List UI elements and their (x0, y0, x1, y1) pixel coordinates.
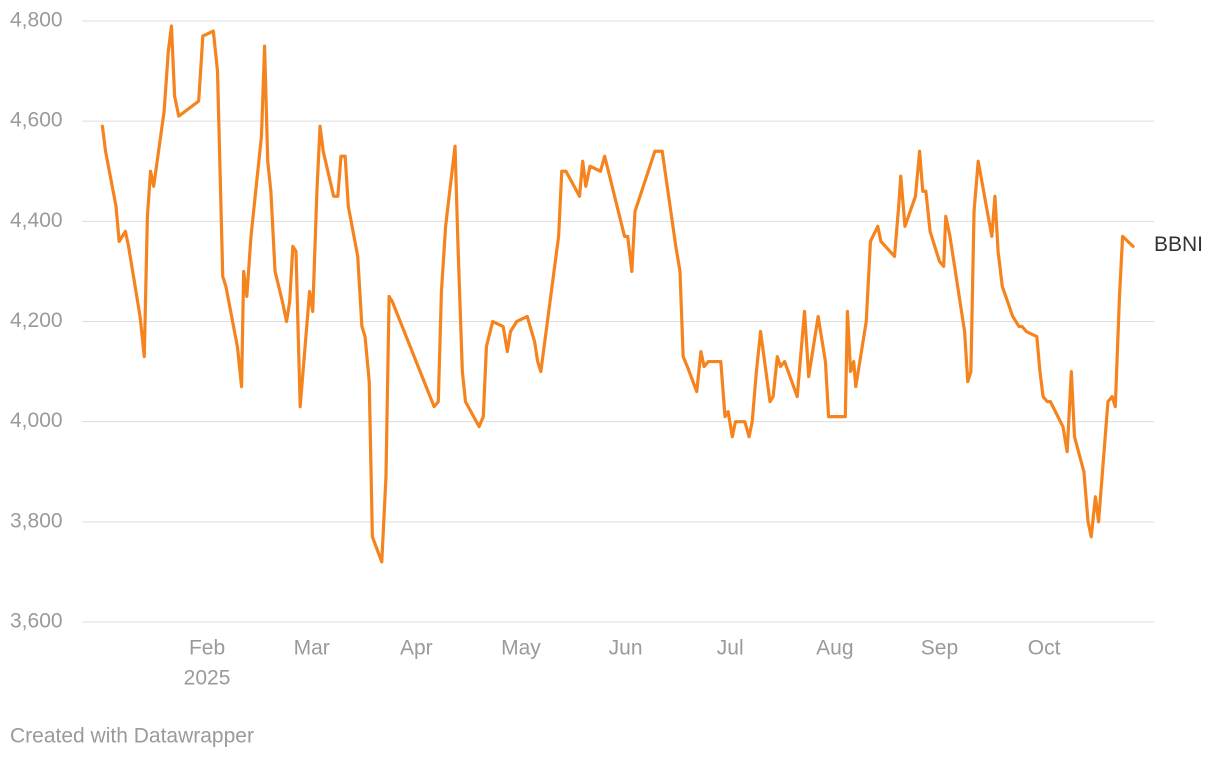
x-tick-label: Jun (609, 637, 643, 660)
y-tick-label: 3,600 (10, 610, 63, 633)
x-tick-label: Feb (189, 637, 225, 660)
y-tick-label: 4,400 (10, 209, 63, 232)
x-tick-label: Apr (400, 637, 433, 660)
x-tick-label: May (501, 637, 541, 660)
x-tick-label: Oct (1028, 637, 1061, 660)
y-tick-label: 4,200 (10, 309, 63, 332)
x-tick-label: Aug (816, 637, 853, 660)
line (100, 24, 1135, 564)
y-tick-label: 3,800 (10, 509, 63, 532)
x-tick-label: Sep (921, 637, 958, 660)
x-tick-year: 2025 (184, 667, 231, 690)
y-tick-label: 4,600 (10, 109, 63, 132)
y-tick-label: 4,800 (10, 9, 63, 32)
series-label: BBNI (1154, 233, 1203, 256)
x-tick-label: Jul (717, 637, 744, 660)
y-tick-label: 4,000 (10, 409, 63, 432)
x-tick-label: Mar (294, 637, 330, 660)
footer: Created with Datawrapper (10, 725, 254, 748)
